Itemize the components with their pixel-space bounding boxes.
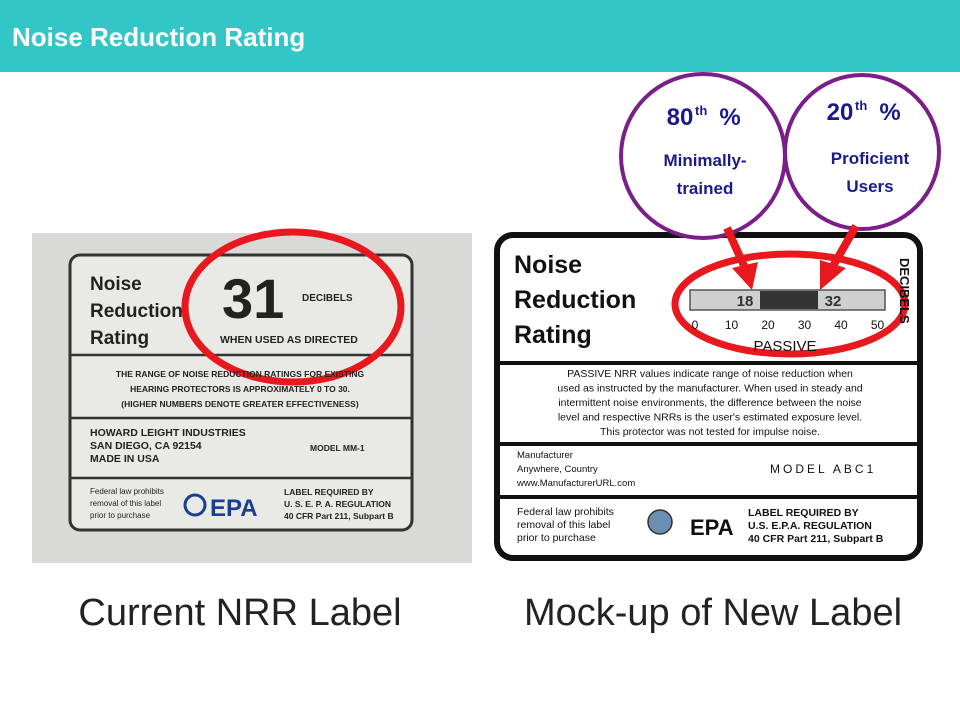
- highlight-circle: [671, 250, 909, 358]
- range-text: (HIGHER NUMBERS DENOTE GREATER EFFECTIVE…: [121, 399, 359, 409]
- callout-text: Proficient: [831, 149, 910, 168]
- manufacturer-text: www.ManufacturerURL.com: [516, 478, 635, 489]
- scale-tick-label: 20: [761, 318, 775, 332]
- arrow: [723, 226, 749, 270]
- unit-text: DECIBELS: [897, 258, 912, 324]
- caption: Current NRR Label: [78, 592, 401, 634]
- warning-text: prior to purchase: [517, 532, 596, 544]
- scale-range: [760, 291, 818, 309]
- label-title: Rating: [514, 321, 592, 349]
- callout-text: Users: [846, 177, 893, 196]
- regulation-text: LABEL REQUIRED BY: [284, 487, 374, 497]
- rating-condition: WHEN USED AS DIRECTED: [220, 334, 358, 346]
- arrow: [829, 224, 860, 268]
- range-text: HEARING PROTECTORS IS APPROXIMATELY 0 TO…: [130, 384, 350, 394]
- caption: Mock-up of New Label: [524, 592, 902, 634]
- scale-tick-label: 40: [834, 318, 848, 332]
- range-text: THE RANGE OF NOISE REDUCTION RATINGS FOR…: [116, 369, 365, 379]
- manufacturer-text: MADE IN USA: [90, 453, 160, 465]
- description-text: level and respective NRRs is the user's …: [558, 412, 862, 424]
- regulation-text: 40 CFR Part 211, Subpart B: [284, 511, 394, 521]
- regulation-text: U.S. E.P.A. REGULATION: [748, 520, 872, 532]
- header-title: Noise Reduction Rating: [12, 22, 305, 52]
- regulation-text: LABEL REQUIRED BY: [748, 507, 859, 519]
- warning-text: removal of this label: [517, 519, 610, 531]
- scale-tick-label: 30: [798, 318, 812, 332]
- highlight-circle: [181, 228, 405, 386]
- model-text: MODEL MM-1: [310, 443, 365, 453]
- manufacturer-text: Manufacturer: [517, 450, 573, 461]
- description-text: PASSIVE NRR values indicate range of noi…: [567, 368, 853, 380]
- callout-suffix: th: [695, 103, 707, 118]
- warning-text: Federal law prohibits: [90, 487, 164, 496]
- description-text: intermittent noise environments, the dif…: [558, 397, 861, 409]
- mode-text: PASSIVE: [753, 338, 816, 355]
- scale-tick-label: 10: [725, 318, 739, 332]
- range-high: 32: [825, 293, 842, 310]
- description-text: This protector was not tested for impuls…: [600, 426, 820, 438]
- model-text: MODEL ABC1: [770, 462, 876, 476]
- epa-logo: [183, 493, 207, 517]
- label-title: Reduction: [90, 301, 183, 322]
- epa-logo: [647, 509, 673, 535]
- manufacturer-text: Anywhere, Country: [517, 464, 598, 475]
- rating-number: 31: [222, 267, 284, 330]
- callout-number: 80: [667, 104, 694, 131]
- warning-text: prior to purchase: [90, 511, 151, 520]
- callout-suffix: th: [855, 98, 867, 113]
- description-text: used as instructed by the manufacturer. …: [557, 383, 862, 395]
- label-title: Rating: [90, 328, 149, 349]
- warning-text: removal of this label: [90, 499, 161, 508]
- warning-text: Federal law prohibits: [517, 506, 614, 518]
- range-low: 18: [737, 293, 754, 310]
- arrow-head: [820, 260, 846, 290]
- regulation-text: 40 CFR Part 211, Subpart B: [748, 533, 884, 545]
- arrow-head: [732, 262, 758, 290]
- agency-logo-text: EPA: [690, 515, 734, 540]
- scale-tick-label: 0: [692, 318, 699, 332]
- callout-symbol: %: [879, 99, 900, 126]
- header-bar: [0, 0, 960, 72]
- callout-text: Minimally-: [663, 151, 746, 170]
- agency-logo-text: EPA: [210, 495, 258, 522]
- callout-text: trained: [677, 179, 734, 198]
- callout-number: 20: [827, 99, 854, 126]
- label-title: Noise: [514, 251, 582, 279]
- label-title: Reduction: [514, 286, 636, 314]
- current-label-border: [68, 253, 414, 532]
- regulation-text: U. S. E. P. A. REGULATION: [284, 499, 391, 509]
- manufacturer-text: SAN DIEGO, CA 92154: [90, 440, 202, 452]
- callout-circle: [783, 73, 941, 231]
- label-title: Noise: [90, 274, 142, 295]
- rating-unit: DECIBELS: [302, 293, 353, 304]
- callout-symbol: %: [719, 104, 740, 131]
- manufacturer-text: HOWARD LEIGHT INDUSTRIES: [90, 427, 246, 439]
- scale-tick-label: 50: [871, 318, 885, 332]
